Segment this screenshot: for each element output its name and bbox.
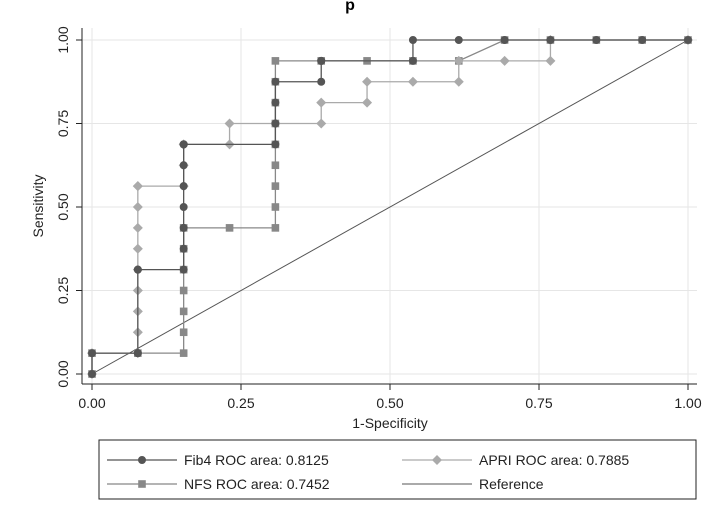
fib4-series	[88, 36, 692, 378]
fib4-point	[500, 36, 509, 44]
legend-label: Reference	[479, 476, 544, 492]
legend-swatch-marker	[432, 455, 442, 465]
nfs-point	[271, 57, 280, 65]
y-tick-label: 1.00	[55, 26, 71, 53]
x-tick-label: 0.50	[376, 395, 403, 411]
y-axis-ticks: 0.00 0.25 0.50 0.75 1.00	[55, 26, 82, 388]
legend-swatch-marker	[138, 480, 146, 488]
fib4-point	[179, 203, 188, 211]
legend-item-apri: APRI ROC area: 0.7885	[402, 452, 629, 468]
apri-point	[453, 76, 464, 87]
legend-box	[98, 439, 697, 500]
apri-point	[132, 222, 143, 233]
fib4-point	[271, 77, 280, 86]
legend-label: Fib4 ROC area: 0.8125	[184, 452, 329, 468]
legend-label: NFS ROC area: 0.7452	[184, 476, 330, 492]
reference-series	[91, 39, 689, 375]
fib4-point	[179, 161, 188, 170]
fib4-point	[271, 98, 280, 107]
fib4-point	[179, 244, 188, 253]
fib4-point	[271, 119, 280, 128]
x-tick-label: 0.75	[525, 395, 552, 411]
fib4-point	[133, 265, 142, 274]
legend-item-reference: Reference	[402, 476, 544, 492]
legend-item-nfs: NFS ROC area: 0.7452	[107, 476, 330, 492]
legend: Fib4 ROC area: 0.8125 APRI ROC area: 0.78…	[98, 439, 697, 500]
nfs-point	[179, 286, 188, 295]
apri-point	[545, 55, 556, 66]
apri-point	[132, 243, 143, 254]
legend-item-fib4: Fib4 ROC area: 0.8125	[107, 452, 329, 468]
fib4-point	[179, 223, 188, 232]
fib4-point	[546, 36, 555, 44]
fib4-point	[179, 140, 188, 149]
nfs-point	[225, 224, 234, 232]
x-axis-ticks: 0.00 0.25 0.50 0.75 1.00	[78, 384, 702, 411]
fib4-point	[684, 36, 692, 44]
reference-line	[91, 39, 689, 375]
nfs-point	[271, 224, 280, 232]
fib4-point	[88, 370, 96, 378]
fib4-point	[317, 56, 326, 65]
nfs-point	[179, 328, 188, 337]
apri-point	[316, 97, 327, 108]
apri-point	[362, 97, 373, 108]
fib4-point	[271, 140, 280, 149]
fib4-point	[88, 349, 96, 358]
fib4-point	[133, 349, 142, 358]
chart-title: p	[345, 0, 355, 14]
apri-point	[132, 202, 143, 212]
nfs-point	[271, 203, 280, 211]
roc-series	[87, 35, 693, 379]
legend-items: Fib4 ROC area: 0.8125 APRI ROC area: 0.78…	[107, 452, 629, 492]
nfs-point	[271, 161, 280, 170]
fib4-point	[179, 182, 188, 191]
legend-swatch-marker	[138, 456, 146, 464]
apri-point	[453, 55, 464, 66]
nfs-point	[271, 182, 280, 190]
nfs-point	[179, 349, 188, 357]
y-tick-label: 0.00	[55, 360, 71, 387]
fib4-point	[317, 77, 326, 86]
legend-label: APRI ROC area: 0.7885	[479, 452, 629, 468]
fib4-point	[408, 56, 417, 65]
x-tick-label: 0.25	[227, 395, 254, 411]
reference-series	[91, 39, 689, 375]
nfs-point	[179, 307, 188, 316]
apri-point	[499, 55, 510, 66]
apri-point	[224, 118, 235, 129]
apri-point	[362, 76, 373, 87]
x-tick-label: 0.00	[78, 395, 105, 411]
fib4-point	[454, 36, 463, 44]
fib4-point	[592, 36, 601, 44]
x-tick-label: 1.00	[674, 395, 701, 411]
fib4-point	[638, 36, 647, 44]
apri-point	[407, 76, 418, 87]
apri-point	[316, 118, 327, 129]
y-tick-label: 0.50	[55, 193, 71, 220]
y-tick-label: 0.25	[55, 277, 71, 304]
x-axis-title: 1-Specificity	[352, 415, 427, 431]
y-axis-title: Sensitivity	[30, 174, 46, 237]
fib4-point	[179, 265, 188, 274]
fib4-point	[408, 36, 417, 44]
y-tick-label: 0.75	[55, 110, 71, 137]
apri-point	[132, 181, 143, 192]
